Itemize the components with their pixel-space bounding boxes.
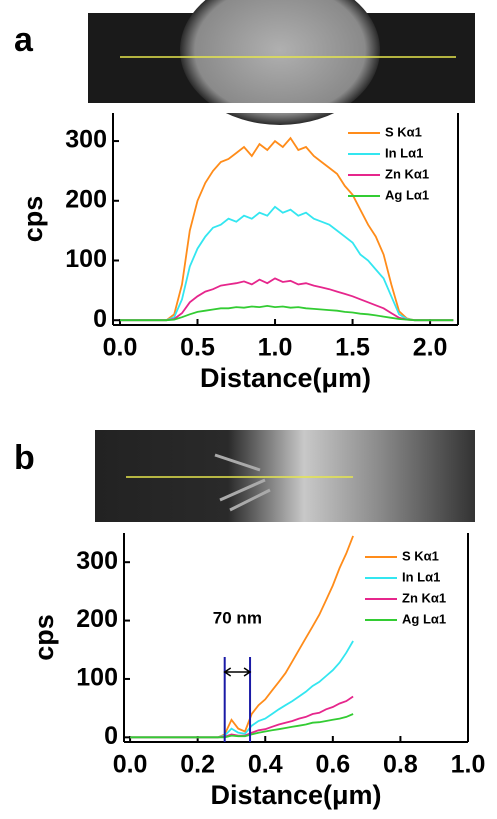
y-tick-label: 0 [93,305,107,333]
y-axis-label: cps [18,196,48,243]
series-line [130,535,354,739]
legend-label: Ag Lα1 [402,611,446,626]
legend-label: In Lα1 [385,145,423,160]
series-line [120,136,454,322]
sem-image-b [95,430,475,522]
legend-label: Zn Kα1 [385,166,429,181]
y-tick-label: 0 [104,722,118,750]
y-tick-label: 100 [76,664,118,692]
x-tick-label: 1.5 [335,334,370,362]
series-line [130,713,354,739]
y-tick-label: 200 [76,605,118,633]
panel-label: a [14,21,34,59]
y-tick-label: 200 [65,185,107,213]
x-tick-label: 2.0 [413,334,448,362]
y-tick-label: 300 [65,126,107,154]
x-axis-label: Distance(μm) [210,780,381,810]
x-tick-label: 0.8 [383,751,418,779]
series-line [130,695,354,739]
x-tick-label: 0.2 [180,751,215,779]
y-tick-label: 300 [76,547,118,575]
legend-label: Ag Lα1 [385,187,429,202]
legend-label: S Kα1 [402,548,439,563]
x-tick-label: 0.0 [113,751,148,779]
x-tick-label: 1.0 [258,334,293,362]
annotation-arrow [223,667,252,677]
y-tick-label: 100 [65,245,107,273]
y-axis-label: cps [29,614,59,661]
x-tick-label: 0.5 [180,334,215,362]
series-line [120,277,454,322]
x-tick-label: 0.4 [248,751,283,779]
x-tick-label: 0.6 [315,751,350,779]
legend-label: In Lα1 [402,569,440,584]
x-axis-label: Distance(μm) [200,363,371,393]
x-tick-label: 1.0 [451,751,486,779]
series-line [120,205,454,322]
sem-image-a [88,0,475,125]
series-line [120,304,454,322]
legend-label: S Kα1 [385,124,422,139]
x-tick-label: 0.0 [103,334,138,362]
legend-label: Zn Kα1 [402,590,446,605]
panel-label: b [14,439,35,477]
annotation-text: 70 nm [213,608,262,627]
